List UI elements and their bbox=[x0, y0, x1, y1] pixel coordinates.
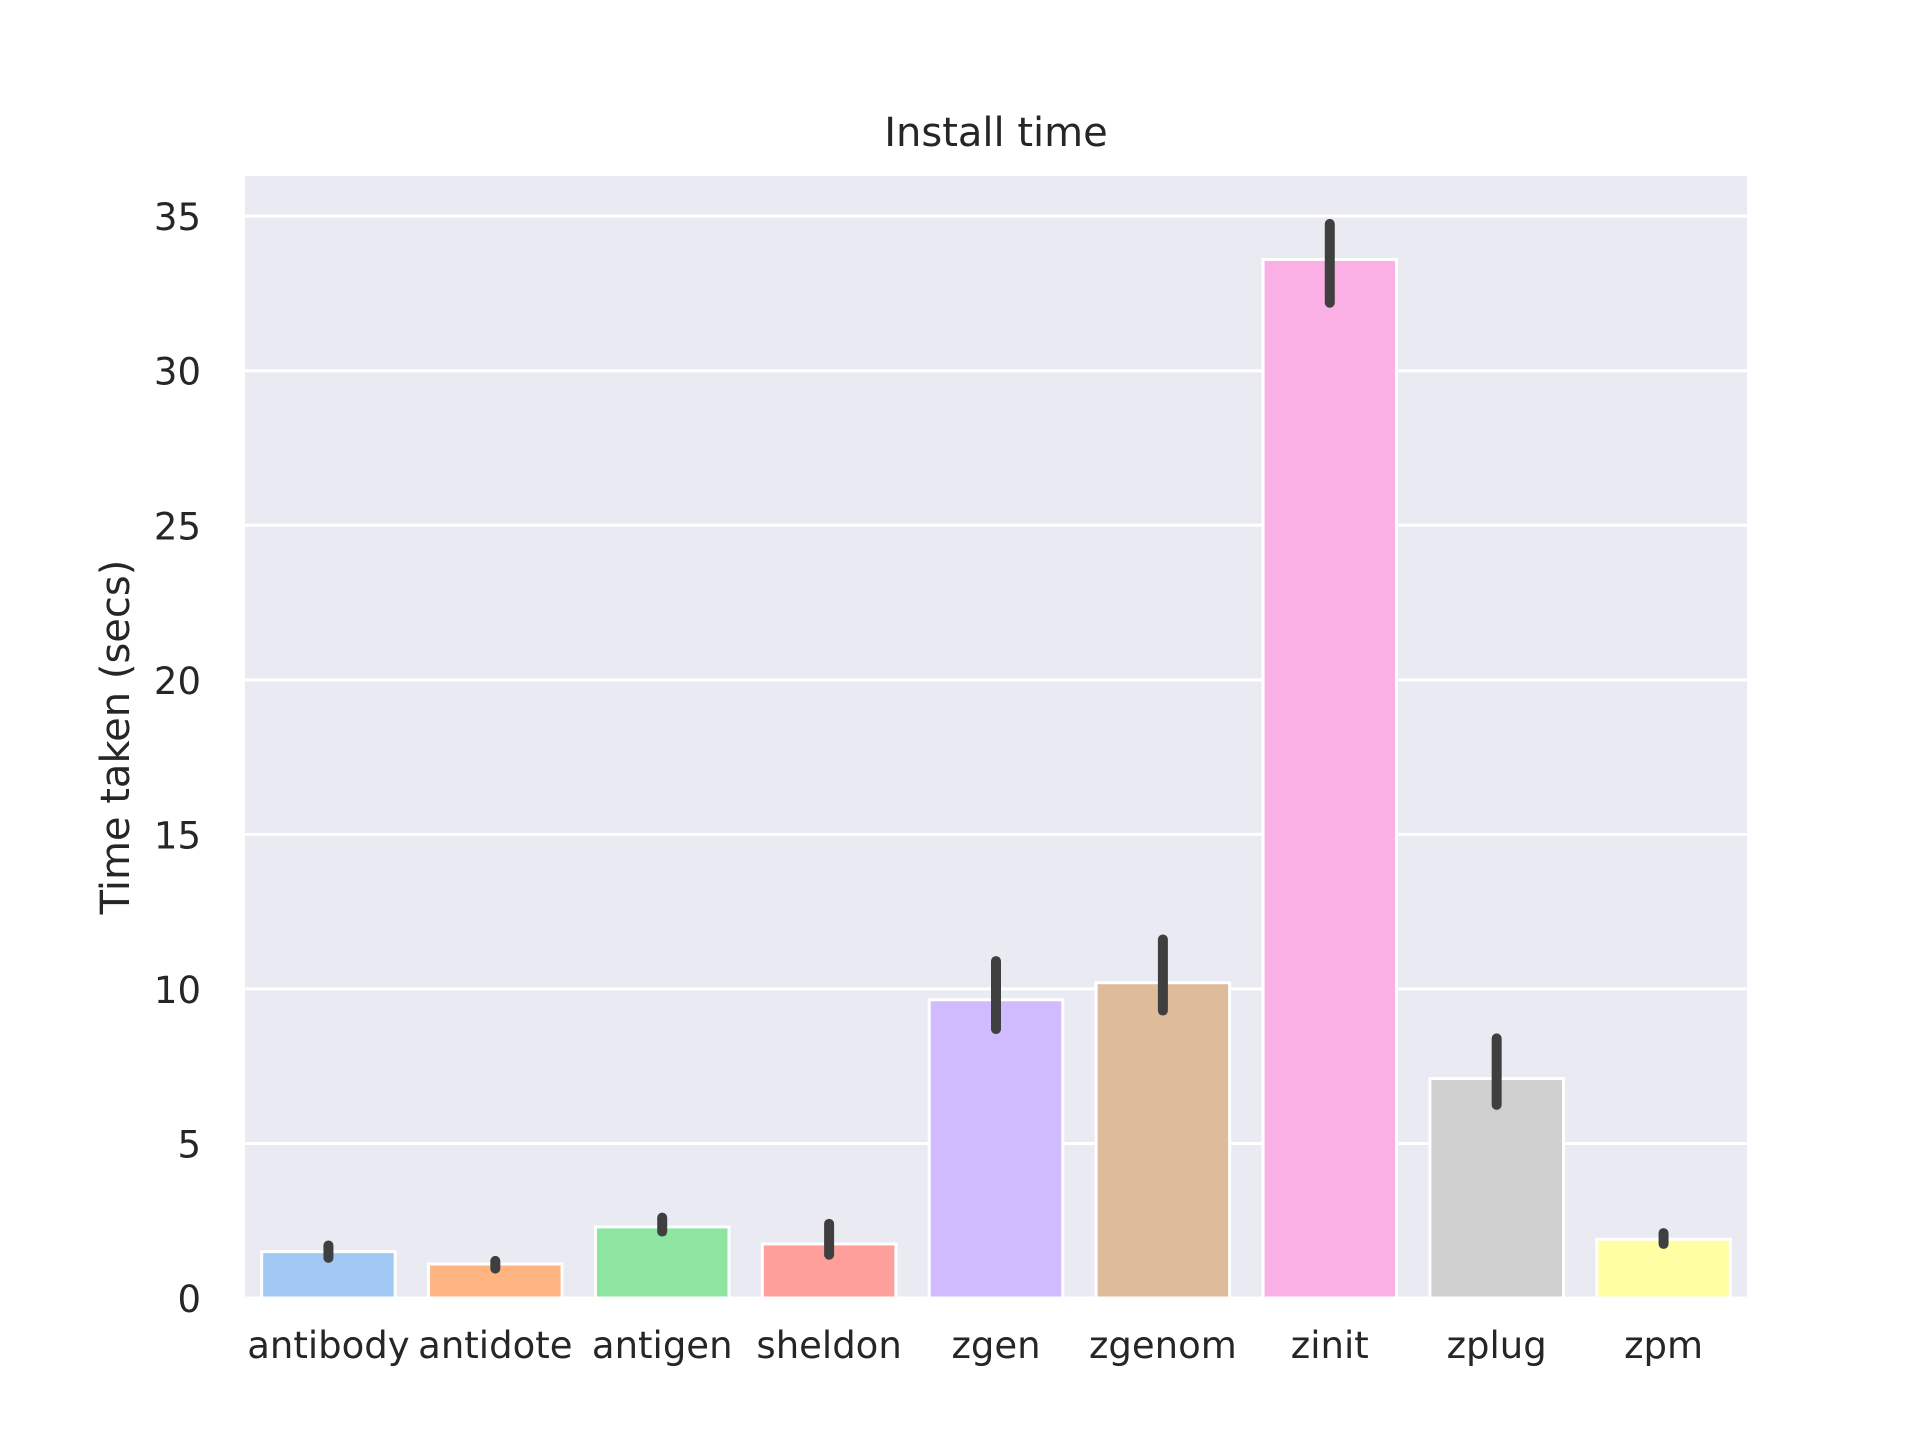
y-tick-label: 5 bbox=[177, 1123, 201, 1166]
bar-zpm bbox=[1595, 1237, 1732, 1300]
y-tick-label: 15 bbox=[154, 814, 201, 857]
bar-zgenom bbox=[1094, 981, 1232, 1300]
x-tick-label: sheldon bbox=[756, 1324, 901, 1367]
x-tick-labels: antibody antidote antigen sheldon zgen zgenom… bbox=[247, 1324, 1703, 1367]
bar-zgen bbox=[927, 998, 1065, 1300]
x-tick-label: antidote bbox=[418, 1324, 572, 1367]
x-tick-label: antibody bbox=[247, 1324, 409, 1367]
error-bars bbox=[323, 218, 1669, 1274]
bar-antigen bbox=[593, 1225, 731, 1300]
bar-zplug bbox=[1428, 1077, 1565, 1300]
bar-antibody bbox=[260, 1250, 397, 1300]
x-tick-label: zgenom bbox=[1089, 1324, 1237, 1367]
x-tick-label: zpm bbox=[1624, 1324, 1703, 1367]
x-tick-label: zplug bbox=[1447, 1324, 1547, 1367]
chart-title: Install time bbox=[884, 110, 1108, 156]
x-tick-label: antigen bbox=[592, 1324, 733, 1367]
y-axis-label: Time taken (secs) bbox=[93, 560, 139, 916]
x-tick-label: zinit bbox=[1291, 1324, 1369, 1367]
y-tick-label: 0 bbox=[177, 1278, 201, 1321]
x-tick-label: zgen bbox=[951, 1324, 1040, 1367]
y-tick-label: 30 bbox=[154, 351, 201, 394]
y-tick-label: 25 bbox=[154, 505, 201, 548]
y-tick-label: 20 bbox=[154, 660, 201, 703]
bar-zinit bbox=[1261, 257, 1399, 1300]
y-tick-labels: 0 5 10 15 20 25 30 35 bbox=[154, 196, 201, 1321]
y-tick-label: 10 bbox=[154, 969, 201, 1012]
bars bbox=[260, 257, 1732, 1300]
y-tick-label: 35 bbox=[154, 196, 201, 239]
